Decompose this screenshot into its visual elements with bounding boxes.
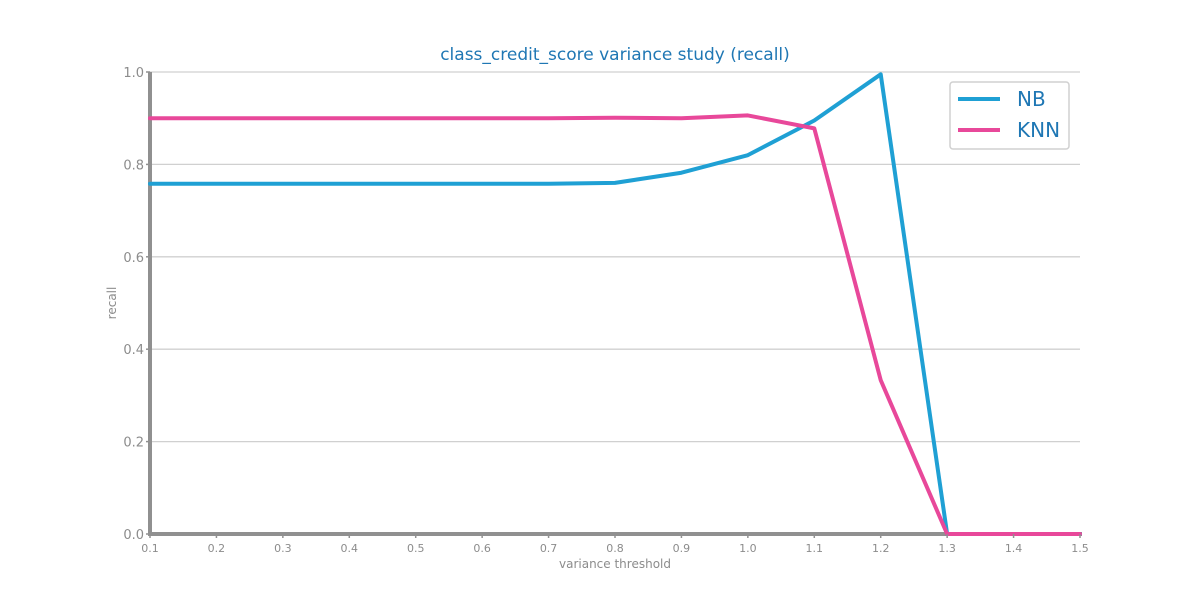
- y-tick-label-0: 0.0: [123, 528, 144, 543]
- x-tick-label-7: 0.8: [606, 542, 624, 555]
- tick-labels: 0.1 0.2 0.3 0.4 0.5 0.6 0.7 0.8 0.9 1.0 1.1 1.2 1.3 1…: [123, 66, 1088, 555]
- series-line-nb: [148, 72, 1082, 536]
- series-line-knn: [148, 113, 1082, 536]
- legend: NB KNN: [949, 81, 1070, 150]
- y-tick-label-5: 1.0: [123, 66, 144, 81]
- legend-label-knn: KNN: [1017, 118, 1060, 142]
- gridlines: [150, 71, 1080, 443]
- x-tick-label-12: 1.3: [938, 542, 956, 555]
- y-tick-label-3: 0.6: [123, 251, 144, 266]
- x-tick-label-4: 0.5: [407, 542, 425, 555]
- axes: [148, 72, 1082, 536]
- x-tick-label-5: 0.6: [473, 542, 491, 555]
- y-axis-label: recall: [105, 287, 119, 320]
- series-lines: [148, 72, 1082, 536]
- x-tick-label-13: 1.4: [1005, 542, 1023, 555]
- x-tick-label-0: 0.1: [141, 542, 159, 555]
- x-tick-label-9: 1.0: [739, 542, 757, 555]
- x-tick-label-1: 0.2: [208, 542, 226, 555]
- y-tick-label-2: 0.4: [123, 343, 144, 358]
- x-tick-label-14: 1.5: [1071, 542, 1089, 555]
- x-tick-label-2: 0.3: [274, 542, 292, 555]
- x-tick-label-10: 1.1: [806, 542, 824, 555]
- y-tick-label-1: 0.2: [123, 436, 144, 451]
- legend-label-nb: NB: [1017, 87, 1046, 111]
- x-tick-label-6: 0.7: [540, 542, 558, 555]
- x-axis-label: variance threshold: [559, 557, 671, 571]
- y-tick-label-4: 0.8: [123, 158, 144, 173]
- x-tick-label-8: 0.9: [673, 542, 691, 555]
- chart-title: class_credit_score variance study (recal…: [440, 45, 790, 65]
- x-tick-label-3: 0.4: [341, 542, 359, 555]
- x-tick-label-11: 1.2: [872, 542, 890, 555]
